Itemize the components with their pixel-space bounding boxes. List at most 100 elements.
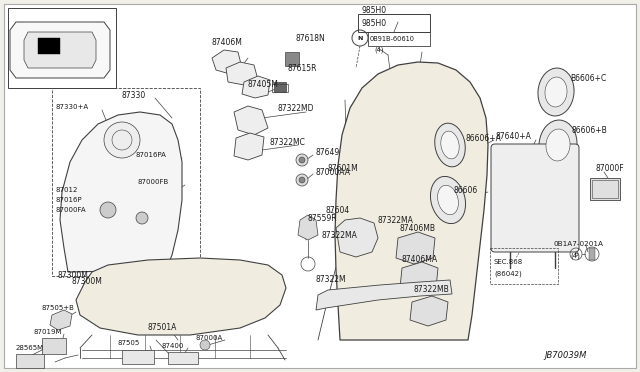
Text: 87322MA: 87322MA bbox=[378, 215, 414, 224]
Ellipse shape bbox=[545, 77, 567, 107]
Text: 0B1A7-0201A: 0B1A7-0201A bbox=[554, 241, 604, 247]
Bar bbox=[590, 178, 620, 200]
Bar bbox=[358, 14, 430, 32]
Circle shape bbox=[299, 177, 305, 183]
Text: 87322MC: 87322MC bbox=[270, 138, 306, 147]
Polygon shape bbox=[234, 106, 268, 135]
Polygon shape bbox=[242, 76, 270, 98]
Ellipse shape bbox=[546, 129, 570, 161]
Text: 86606+A: 86606+A bbox=[466, 134, 502, 142]
Ellipse shape bbox=[538, 68, 574, 116]
Polygon shape bbox=[24, 32, 96, 68]
Ellipse shape bbox=[441, 131, 459, 159]
Bar bbox=[274, 82, 286, 92]
Ellipse shape bbox=[539, 120, 577, 170]
Text: 87322MD: 87322MD bbox=[278, 103, 314, 112]
Bar bbox=[38, 38, 60, 54]
Polygon shape bbox=[336, 218, 378, 257]
Text: 985H0: 985H0 bbox=[362, 19, 387, 28]
Bar bbox=[8, 8, 116, 88]
Bar bbox=[42, 338, 66, 354]
Text: 87000AA: 87000AA bbox=[316, 167, 351, 176]
Bar bbox=[272, 84, 288, 92]
Text: 87000FA: 87000FA bbox=[56, 207, 86, 213]
Text: 87000F: 87000F bbox=[596, 164, 625, 173]
Text: 87601M: 87601M bbox=[328, 164, 359, 173]
Polygon shape bbox=[410, 296, 448, 326]
Polygon shape bbox=[400, 262, 438, 294]
Circle shape bbox=[104, 122, 140, 158]
Text: 87640+A: 87640+A bbox=[495, 131, 531, 141]
Bar bbox=[368, 32, 430, 46]
Text: N: N bbox=[357, 35, 363, 41]
Text: 87604: 87604 bbox=[326, 205, 350, 215]
Polygon shape bbox=[10, 22, 110, 78]
Bar bbox=[589, 248, 595, 260]
Text: 87322M: 87322M bbox=[316, 276, 347, 285]
Text: 87406MA: 87406MA bbox=[402, 256, 438, 264]
Circle shape bbox=[299, 157, 305, 163]
Text: 87559R: 87559R bbox=[308, 214, 338, 222]
Bar bbox=[592, 180, 618, 198]
Text: 87505+B: 87505+B bbox=[42, 305, 75, 311]
Polygon shape bbox=[316, 280, 452, 310]
Circle shape bbox=[136, 212, 148, 224]
Text: 87405M: 87405M bbox=[248, 80, 279, 89]
Text: 87016P: 87016P bbox=[56, 197, 83, 203]
Polygon shape bbox=[298, 215, 318, 240]
Text: 87000FB: 87000FB bbox=[138, 179, 169, 185]
Text: 87615R: 87615R bbox=[288, 64, 317, 73]
Circle shape bbox=[100, 202, 116, 218]
Text: (4): (4) bbox=[570, 253, 580, 259]
Bar bbox=[122, 350, 154, 364]
Bar bbox=[490, 248, 558, 284]
Text: 87400: 87400 bbox=[162, 343, 184, 349]
Text: 87330+A: 87330+A bbox=[56, 104, 89, 110]
Ellipse shape bbox=[435, 123, 465, 167]
Text: 87406MB: 87406MB bbox=[400, 224, 436, 232]
Ellipse shape bbox=[438, 185, 458, 215]
Text: 87649: 87649 bbox=[316, 148, 340, 157]
Polygon shape bbox=[335, 62, 488, 340]
Circle shape bbox=[296, 154, 308, 166]
Text: 87322MA: 87322MA bbox=[322, 231, 358, 240]
Text: 87000A: 87000A bbox=[196, 335, 223, 341]
Text: 86606+B: 86606+B bbox=[572, 125, 608, 135]
Circle shape bbox=[296, 174, 308, 186]
Text: (4): (4) bbox=[374, 47, 383, 53]
Polygon shape bbox=[76, 258, 286, 335]
Polygon shape bbox=[226, 62, 258, 85]
Text: (86042): (86042) bbox=[494, 271, 522, 277]
Text: 87300M: 87300M bbox=[58, 272, 89, 280]
Polygon shape bbox=[50, 310, 72, 330]
FancyBboxPatch shape bbox=[491, 144, 579, 252]
Text: B6606+C: B6606+C bbox=[570, 74, 606, 83]
Text: SEC.868: SEC.868 bbox=[494, 259, 524, 265]
Text: 86606: 86606 bbox=[454, 186, 478, 195]
Polygon shape bbox=[234, 133, 264, 160]
Text: 87618N: 87618N bbox=[296, 33, 326, 42]
Bar bbox=[168, 352, 198, 364]
Bar bbox=[285, 52, 299, 66]
Text: 87300M: 87300M bbox=[72, 278, 103, 286]
Text: 87406M: 87406M bbox=[212, 38, 243, 46]
Text: 87330: 87330 bbox=[122, 90, 147, 99]
Circle shape bbox=[200, 340, 210, 350]
Polygon shape bbox=[212, 50, 242, 74]
Text: 87016PA: 87016PA bbox=[136, 152, 167, 158]
Text: 985H0: 985H0 bbox=[362, 6, 387, 15]
Text: 87322MB: 87322MB bbox=[414, 285, 450, 295]
Polygon shape bbox=[396, 232, 435, 264]
Bar bbox=[16, 354, 44, 368]
Text: 28565M: 28565M bbox=[16, 345, 44, 351]
Text: JB70039M: JB70039M bbox=[544, 352, 586, 360]
Text: 0B91B-60610: 0B91B-60610 bbox=[370, 36, 415, 42]
Text: 87501A: 87501A bbox=[148, 324, 177, 333]
Bar bbox=[52, 88, 200, 276]
Text: 87019M: 87019M bbox=[34, 329, 63, 335]
Text: 87012: 87012 bbox=[56, 187, 78, 193]
Ellipse shape bbox=[431, 176, 465, 224]
Text: 87505: 87505 bbox=[118, 340, 140, 346]
Text: B: B bbox=[574, 251, 578, 257]
Polygon shape bbox=[60, 112, 182, 272]
